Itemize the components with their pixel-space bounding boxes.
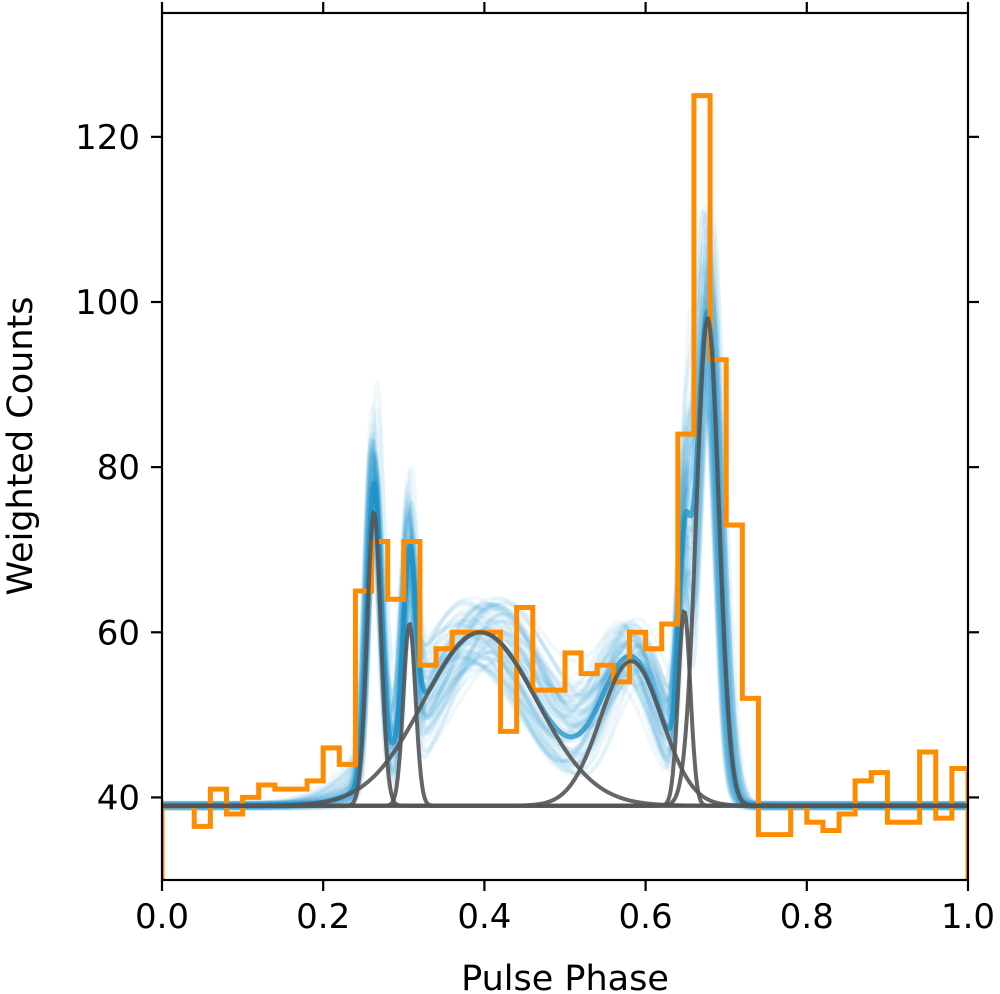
model-sample-curve: [162, 288, 968, 805]
model-sample-curve: [162, 366, 968, 805]
model-sample-curve: [162, 281, 968, 811]
y-tick-label: 60: [97, 613, 140, 653]
y-tick-label: 80: [97, 448, 140, 488]
y-axis-label: Weighted Counts: [1, 297, 41, 596]
x-tick-label: 1.0: [941, 897, 995, 937]
model-sample-curve: [162, 321, 968, 811]
plot-area: [162, 93, 968, 880]
y-tick-label: 120: [75, 118, 140, 158]
x-tick-label: 0.6: [619, 897, 673, 937]
x-tick-label: 0.0: [135, 897, 189, 937]
model-sample-curve: [162, 341, 968, 811]
model-sample-curve: [162, 203, 968, 806]
x-tick-label: 0.2: [296, 897, 350, 937]
model-sample-curve: [162, 359, 968, 811]
plot-frame: [160, 11, 970, 882]
weighted-counts-histogram: [162, 93, 968, 880]
model-sample-curve: [162, 224, 968, 805]
model-sample-curve: [162, 295, 968, 806]
component-curve-6: [162, 316, 968, 808]
x-axis-label: Pulse Phase: [461, 959, 669, 994]
y-tick-label: 40: [97, 778, 140, 818]
model-sample-curve: [162, 224, 968, 805]
model-sample-curve: [162, 300, 968, 811]
axes-ticks: 0.0 0.2 0.4 0.6 0.8 1.0 40 60 80 100 120: [75, 2, 995, 937]
x-tick-label: 0.8: [780, 897, 834, 937]
model-sample-curve: [162, 320, 968, 806]
x-tick-label: 0.4: [457, 897, 511, 937]
y-tick-label: 100: [75, 283, 140, 323]
